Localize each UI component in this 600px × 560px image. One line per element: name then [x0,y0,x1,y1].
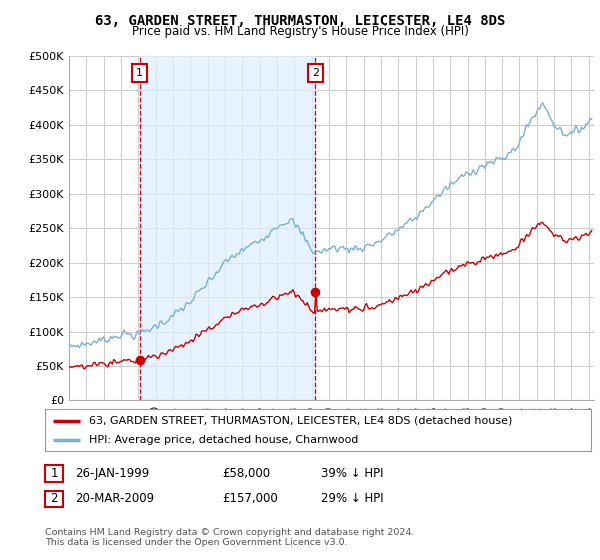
Text: 39% ↓ HPI: 39% ↓ HPI [321,466,383,480]
Text: £157,000: £157,000 [222,492,278,505]
Text: This data is licensed under the Open Government Licence v3.0.: This data is licensed under the Open Gov… [45,538,347,547]
Text: £58,000: £58,000 [222,466,270,480]
Text: 26-JAN-1999: 26-JAN-1999 [75,466,149,480]
Text: 2: 2 [50,492,58,506]
Text: 2: 2 [312,68,319,78]
Text: 1: 1 [50,467,58,480]
Text: 29% ↓ HPI: 29% ↓ HPI [321,492,383,505]
Text: 1: 1 [136,68,143,78]
Bar [140,56,316,400]
Text: 63, GARDEN STREET, THURMASTON, LEICESTER, LE4 8DS: 63, GARDEN STREET, THURMASTON, LEICESTER… [95,14,505,28]
Text: 20-MAR-2009: 20-MAR-2009 [75,492,154,505]
Text: 63, GARDEN STREET, THURMASTON, LEICESTER, LE4 8DS (detached house): 63, GARDEN STREET, THURMASTON, LEICESTER… [89,416,512,426]
Text: Price paid vs. HM Land Registry's House Price Index (HPI): Price paid vs. HM Land Registry's House … [131,25,469,38]
Text: HPI: Average price, detached house, Charnwood: HPI: Average price, detached house, Char… [89,435,358,445]
Text: Contains HM Land Registry data © Crown copyright and database right 2024.: Contains HM Land Registry data © Crown c… [45,528,415,536]
